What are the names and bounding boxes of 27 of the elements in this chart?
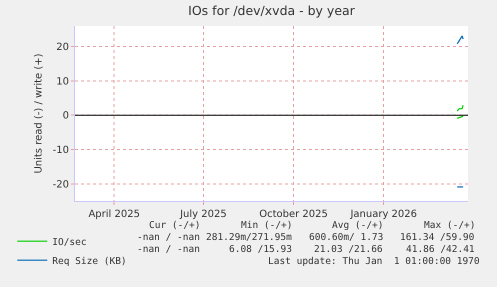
x-tick-label: October 2025 (259, 209, 328, 220)
y-tick-label: -20 (52, 179, 69, 190)
y-tick-label: 20 (56, 42, 69, 54)
text: 21.03 /21.66 (314, 244, 383, 255)
text: Avg (-/+) (332, 220, 384, 231)
line-series (456, 35, 464, 44)
x-tick-label: July 2025 (179, 209, 227, 220)
legend-label: IO/sec (52, 236, 87, 248)
text: 6.08 /15.93 (229, 244, 292, 255)
text: 281.29m/271.95m (206, 232, 292, 243)
text: Min (-/+) (241, 220, 292, 231)
text: 161.34 /59.90 (400, 232, 475, 243)
text: 600.60m/ 1.73 (309, 232, 384, 243)
legend-label: Req Size (KB) (52, 256, 127, 267)
text: Cur (-/+) (149, 220, 200, 231)
text: 41.86 /42.41 (406, 244, 475, 255)
y-axis-title: Units read (-) / write (+) (34, 53, 45, 174)
text: -nan / -nan (137, 232, 200, 243)
text: Max (-/+) (424, 220, 476, 231)
y-tick-label: 10 (56, 76, 69, 88)
y-tick-label: -10 (52, 145, 69, 156)
text: Last update: Thu Jan 1 01:00:00 1970 (268, 256, 480, 267)
chart-title: IOs for /dev/xvda - by year (188, 2, 356, 18)
text: -nan / -nan (137, 244, 200, 255)
y-tick-label: 0 (62, 110, 69, 122)
x-tick-label: April 2025 (88, 209, 140, 220)
x-tick-label: January 2026 (349, 209, 417, 220)
